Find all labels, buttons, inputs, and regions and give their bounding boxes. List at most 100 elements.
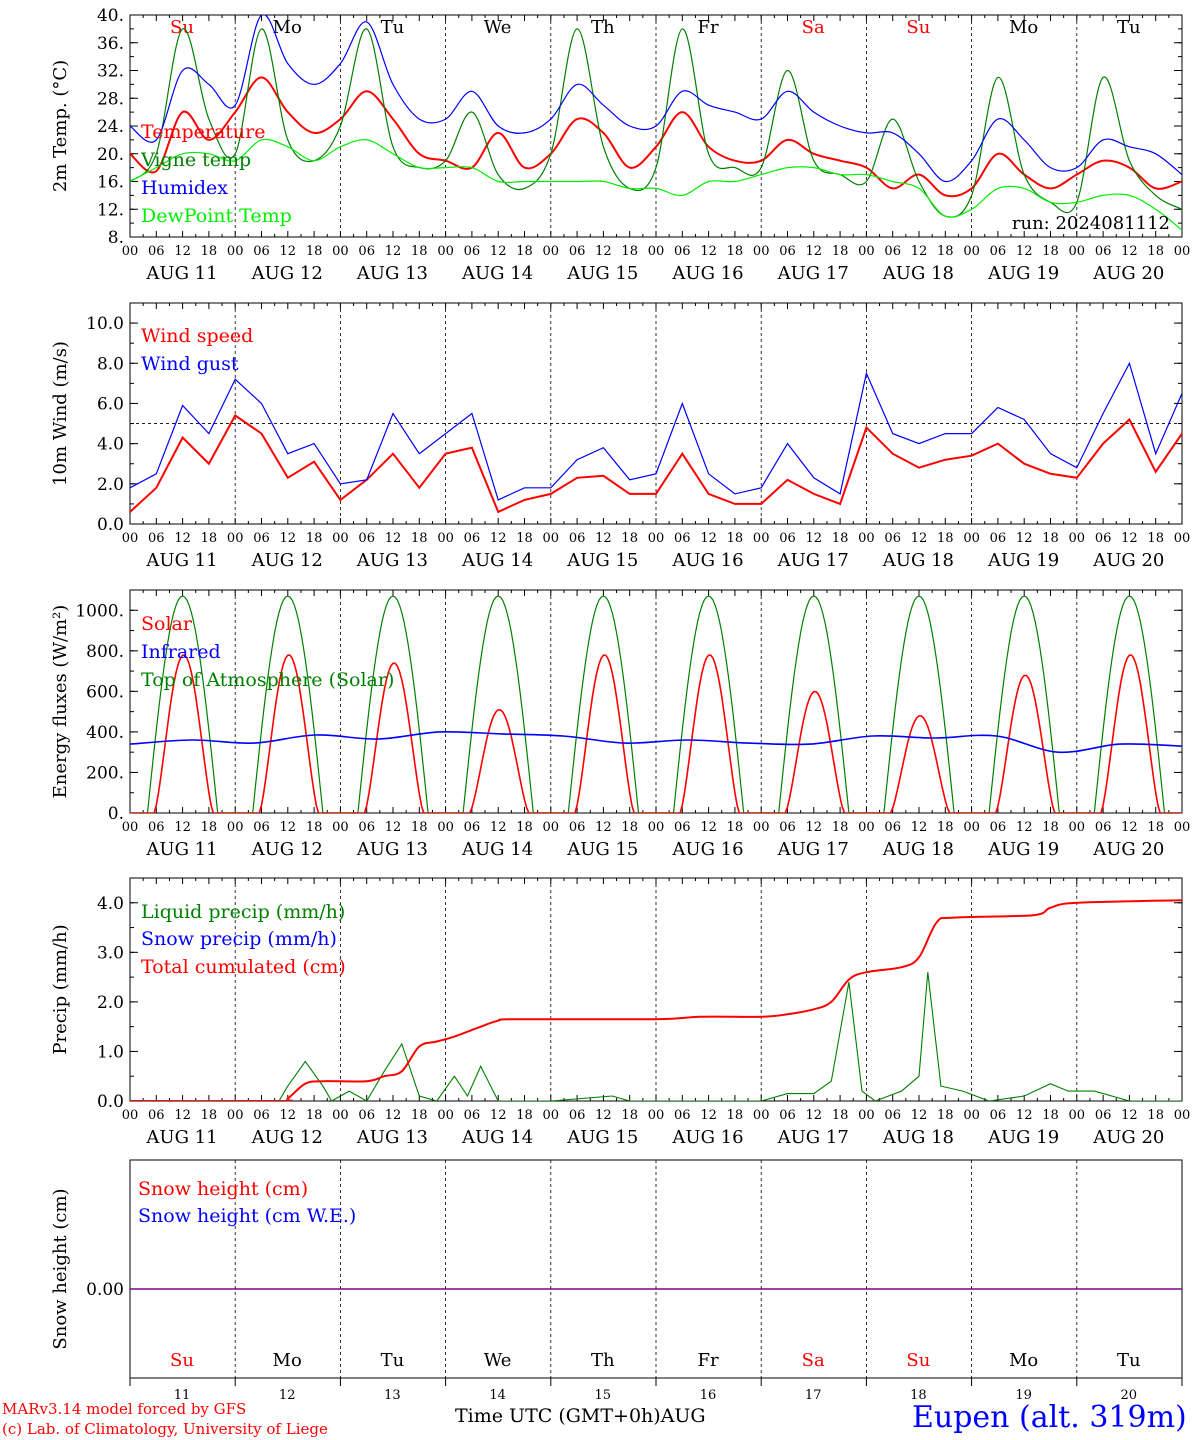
hour-tick-label: 00 xyxy=(753,820,770,835)
hour-tick-label: 00 xyxy=(332,820,349,835)
hour-tick-label: 00 xyxy=(648,244,665,259)
day-label: AUG 14 xyxy=(461,1127,533,1148)
y-tick-label: 0. xyxy=(108,804,124,824)
hour-tick-label: 12 xyxy=(700,244,717,259)
hour-tick-label: 00 xyxy=(963,531,980,546)
hour-tick-label: 18 xyxy=(306,1108,323,1123)
hour-tick-label: 00 xyxy=(122,1108,139,1123)
hour-tick-label: 18 xyxy=(516,244,533,259)
hour-tick-label: 00 xyxy=(1069,820,1086,835)
hour-tick-label: 18 xyxy=(727,820,744,835)
hour-tick-label: 06 xyxy=(884,244,901,259)
series-wind-speed xyxy=(130,414,1182,514)
hour-tick-label: 06 xyxy=(1095,820,1112,835)
series-humidex xyxy=(130,15,1182,183)
hour-tick-label: 06 xyxy=(990,531,1007,546)
hour-tick-label: 00 xyxy=(227,820,244,835)
hour-tick-label: 18 xyxy=(516,531,533,546)
y-tick-label: 16. xyxy=(97,173,124,193)
hour-tick-label: 06 xyxy=(569,820,586,835)
weekday-label: We xyxy=(484,1350,512,1371)
hour-tick-label: 00 xyxy=(332,531,349,546)
y-tick-label: 24. xyxy=(97,117,124,137)
day-label: AUG 11 xyxy=(145,839,217,860)
day-label: AUG 19 xyxy=(987,263,1059,284)
hour-tick-label: 00 xyxy=(122,244,139,259)
weekday-label: Tu xyxy=(381,1350,405,1371)
hour-tick-label: 00 xyxy=(963,820,980,835)
weekday-label: Th xyxy=(591,1350,615,1371)
hour-tick-label: 06 xyxy=(674,244,691,259)
hour-tick-label: 00 xyxy=(648,1108,665,1123)
hour-tick-label: 06 xyxy=(569,531,586,546)
hour-tick-label: 12 xyxy=(806,1108,823,1123)
hour-tick-label: 00 xyxy=(332,244,349,259)
y-tick-label: 4.0 xyxy=(97,894,124,914)
plot-frame xyxy=(129,589,1183,814)
legend-dewpoint-temp: DewPoint Temp xyxy=(141,205,292,227)
hour-tick-label: 12 xyxy=(806,244,823,259)
hour-tick-label: 18 xyxy=(832,531,849,546)
day-label: AUG 16 xyxy=(671,263,743,284)
hour-tick-label: 06 xyxy=(1095,531,1112,546)
day-number-label: 19 xyxy=(1015,1388,1032,1403)
legend-liquid-precip-mm-h-: Liquid precip (mm/h) xyxy=(141,901,345,923)
panel-3: 0. 200. 400. 600. 800. 1000.Energy fluxes (W/… xyxy=(50,589,1190,860)
hour-tick-label: 12 xyxy=(700,1108,717,1123)
hour-tick-label: 00 xyxy=(858,820,875,835)
hour-tick-label: 06 xyxy=(884,1108,901,1123)
hour-tick-label: 00 xyxy=(858,1108,875,1123)
hour-tick-label: 12 xyxy=(1121,244,1138,259)
y-axis-label: Energy fluxes (W/m²) xyxy=(50,605,71,799)
hour-tick-label: 00 xyxy=(437,244,454,259)
hour-tick-label: 06 xyxy=(779,531,796,546)
day-label: AUG 12 xyxy=(251,263,323,284)
day-label: AUG 13 xyxy=(356,550,428,571)
hour-tick-label: 12 xyxy=(1016,244,1033,259)
series-liquid-precip-mm-h- xyxy=(130,972,1182,1101)
weekday-label: We xyxy=(484,17,512,38)
hour-tick-label: 06 xyxy=(464,531,481,546)
hour-tick-label: 06 xyxy=(358,531,375,546)
hour-tick-label: 12 xyxy=(1016,1108,1033,1123)
day-number-label: 11 xyxy=(174,1388,191,1403)
hour-tick-label: 12 xyxy=(806,820,823,835)
legend-infrared: Infrared xyxy=(141,641,221,663)
hour-tick-label: 18 xyxy=(727,531,744,546)
y-axis-label: 2m Temp. (°C) xyxy=(50,60,71,192)
hour-tick-label: 06 xyxy=(779,1108,796,1123)
hour-tick-label: 00 xyxy=(437,531,454,546)
legend-snow-height-cm-w-e-: Snow height (cm W.E.) xyxy=(138,1205,356,1227)
hour-tick-label: 12 xyxy=(595,244,612,259)
legend-snow-height-cm-: Snow height (cm) xyxy=(138,1178,308,1200)
station-title: Eupen (alt. 319m) xyxy=(912,1400,1187,1435)
hour-tick-label: 12 xyxy=(174,244,191,259)
hour-tick-label: 12 xyxy=(700,820,717,835)
hour-tick-label: 00 xyxy=(227,531,244,546)
day-number-label: 14 xyxy=(489,1388,506,1403)
hour-tick-label: 06 xyxy=(674,531,691,546)
hour-tick-label: 12 xyxy=(700,531,717,546)
hour-tick-label: 12 xyxy=(174,820,191,835)
panel-2: 0.0 2.0 4.0 6.0 8.0 10.0 10m Wind (m/s) 00 06 12 1… xyxy=(50,302,1190,571)
hour-tick-label: 06 xyxy=(990,820,1007,835)
hour-tick-label: 18 xyxy=(727,244,744,259)
hour-tick-label: 06 xyxy=(779,244,796,259)
weekday-label: Sa xyxy=(802,17,825,38)
plot-area xyxy=(130,15,1182,231)
panel-4: 0.0 1.0 2.0 3.0 4.0 Precip (mm/h) 00 06 12 18 AUG … xyxy=(50,877,1190,1148)
y-tick-label: 8. xyxy=(108,228,124,248)
hour-tick-label: 12 xyxy=(595,1108,612,1123)
hour-tick-label: 18 xyxy=(727,1108,744,1123)
hour-tick-label: 12 xyxy=(1121,531,1138,546)
y-tick-label: 8.0 xyxy=(97,354,124,374)
hour-tick-label: 06 xyxy=(884,820,901,835)
hour-tick-label: 18 xyxy=(306,820,323,835)
hour-tick-label: 00 xyxy=(648,820,665,835)
hour-tick-label: 18 xyxy=(516,820,533,835)
y-tick-label: 2.0 xyxy=(97,475,124,495)
hour-tick-label: 06 xyxy=(990,244,1007,259)
legend-vigne-temp: Vigne temp xyxy=(140,149,251,171)
hour-tick-label: 00 xyxy=(332,1108,349,1123)
